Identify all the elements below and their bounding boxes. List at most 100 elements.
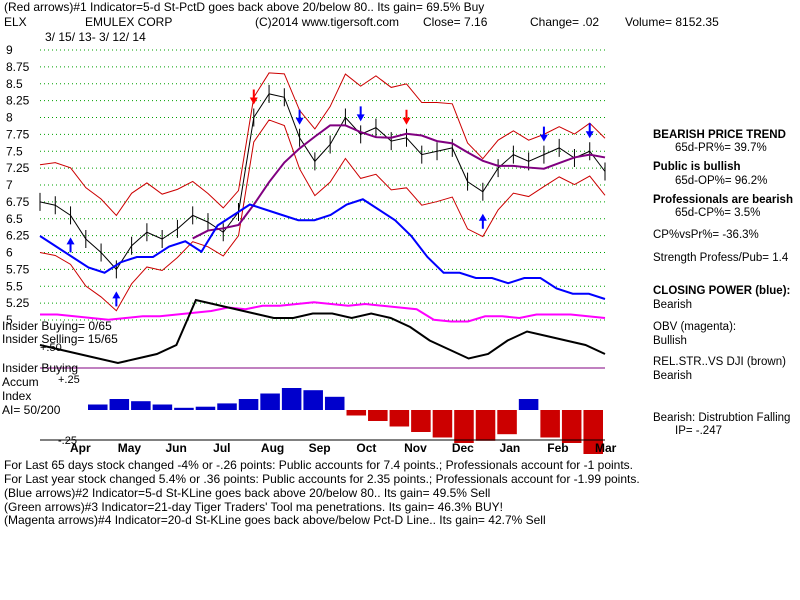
y-tick-label: 8.75 <box>6 60 30 74</box>
change-value: Change= .02 <box>530 15 600 29</box>
accum-bar <box>583 410 603 454</box>
obv-line <box>40 301 606 323</box>
insider-buying-count: Insider Buying= 0/65 <box>2 319 112 333</box>
company-name: EMULEX CORP <box>85 15 173 29</box>
indicator-1-caption: (Red arrows)#1 Indicator=5-d St-PctD goe… <box>4 0 485 14</box>
accum-bar <box>324 396 345 410</box>
x-tick-label: May <box>118 441 142 455</box>
x-tick-label: Aug <box>261 441 284 455</box>
public-title: Public is bullish <box>653 161 741 173</box>
price-bars <box>39 84 606 279</box>
y-tick-label: 8 <box>6 111 13 125</box>
insider-buying-label: Insider Buying <box>2 361 79 375</box>
x-tick-label: Nov <box>404 441 427 455</box>
accum-label: Accum <box>2 375 39 389</box>
up-arrow-icon <box>112 291 121 307</box>
accum-bar <box>195 406 216 410</box>
pro-value: 65d-CP%= 3.5% <box>675 207 761 219</box>
accum-bar <box>281 388 302 410</box>
accum-bar <box>260 393 280 410</box>
y-tick-label: 9 <box>6 43 13 57</box>
accum-bar <box>152 404 173 410</box>
accum-bar <box>411 410 431 432</box>
closing-power-polyline <box>39 198 606 300</box>
up-arrow-icon <box>66 237 75 253</box>
y-tick-label: 5 <box>6 313 13 327</box>
index-label: Index <box>2 389 32 403</box>
down-arrow-icon <box>356 106 365 122</box>
footer-line-2: For Last year stock changed 5.4% or .36 … <box>4 472 640 486</box>
accum-bar <box>368 410 388 421</box>
y-tick-label: 7 <box>6 178 13 192</box>
closing-power-line <box>39 198 606 300</box>
ticker-symbol: ELX <box>4 15 27 29</box>
accum-bar <box>174 407 194 410</box>
accum-bar <box>518 399 539 410</box>
insider-selling-count: Insider Selling= 15/65 <box>2 332 118 346</box>
accum-bar <box>561 410 582 443</box>
relative-strength-line <box>39 298 606 369</box>
y-tick-label: 6.75 <box>6 195 30 209</box>
x-axis-ticks: Apr May Jun Jul Aug Sep Oct Nov Dec Jan Feb Mar <box>40 439 617 455</box>
x-tick-label: Jun <box>165 441 186 455</box>
closing-power-value: Bearish <box>653 299 692 311</box>
accum-bar <box>497 410 517 435</box>
obv-title: OBV (magenta): <box>653 321 737 333</box>
volume-value: Volume= 8152.35 <box>625 15 719 29</box>
down-arrow-icon <box>539 126 548 142</box>
accum-bar <box>540 410 560 438</box>
obv-polyline <box>40 301 606 323</box>
accum-bar <box>346 410 367 416</box>
moving-average <box>192 124 606 240</box>
lower-band <box>39 119 606 312</box>
closing-power-title: CLOSING POWER (blue): <box>653 285 791 297</box>
signal-arrows <box>66 89 594 307</box>
accum-bar <box>432 410 453 438</box>
copyright: (C)2014 www.tigersoft.com <box>255 15 400 29</box>
public-value: 65d-OP%= 96.2% <box>675 175 768 187</box>
y-tick-label: 5.25 <box>6 296 30 310</box>
ma-line <box>192 124 606 240</box>
relstr-title: REL.STR..VS DJI (brown) <box>653 356 786 368</box>
accum-bar <box>238 399 259 410</box>
footer-line-4: (Green arrows)#3 Indicator=21-day Tiger … <box>4 500 503 514</box>
y-axis-ticks: 9 8.75 8.5 8.25 8 7.75 7.5 7.25 7 6.75 6.5 6.25 6 5.7… <box>6 43 30 327</box>
x-tick-label: Feb <box>547 441 568 455</box>
accum-plus-25: +.25 <box>58 374 80 386</box>
obv-value: Bullish <box>653 335 687 347</box>
accum-bar <box>303 390 323 410</box>
x-tick-label: Sep <box>309 441 331 455</box>
accum-minus-25: -.25 <box>58 435 77 447</box>
relstr-polyline <box>39 298 606 365</box>
up-arrow-icon <box>478 213 487 229</box>
upper-band <box>39 72 606 217</box>
down-arrow-icon <box>249 89 258 105</box>
y-tick-label: 5.5 <box>6 279 23 293</box>
trend-value: 65d-PR%= 39.7% <box>675 142 767 154</box>
accum-bar <box>454 410 474 443</box>
date-range: 3/ 15/ 13- 3/ 12/ 14 <box>45 30 146 44</box>
trend-title: BEARISH PRICE TREND <box>653 129 786 141</box>
pro-title: Professionals are bearish <box>653 194 793 206</box>
y-tick-label: 8.5 <box>6 77 23 91</box>
y-tick-label: 6 <box>6 246 13 260</box>
accum-bar <box>389 410 410 427</box>
accum-bar <box>88 404 108 410</box>
footer-line-3: (Blue arrows)#2 Indicator=5-d St-KLine g… <box>4 486 491 500</box>
accum-bar <box>109 399 130 410</box>
ip-value: IP= -.247 <box>675 425 722 437</box>
x-tick-label: Jan <box>500 441 521 455</box>
y-tick-label: 7.25 <box>6 161 30 175</box>
cp-vs-pr: CP%vsPr%= -36.3% <box>653 229 759 241</box>
footer-line-1: For Last 65 days stock changed -4% or -.… <box>4 458 633 472</box>
down-arrow-icon <box>402 109 411 125</box>
x-tick-label: Oct <box>356 441 376 455</box>
accum-plus-50: +.50 <box>40 342 62 354</box>
accum-bar <box>217 403 237 410</box>
y-tick-label: 5.75 <box>6 262 30 276</box>
accum-bar <box>475 410 496 441</box>
close-value: Close= 7.16 <box>423 15 488 29</box>
ai-value: AI= 50/200 <box>2 403 61 417</box>
accum-bar <box>131 401 151 410</box>
